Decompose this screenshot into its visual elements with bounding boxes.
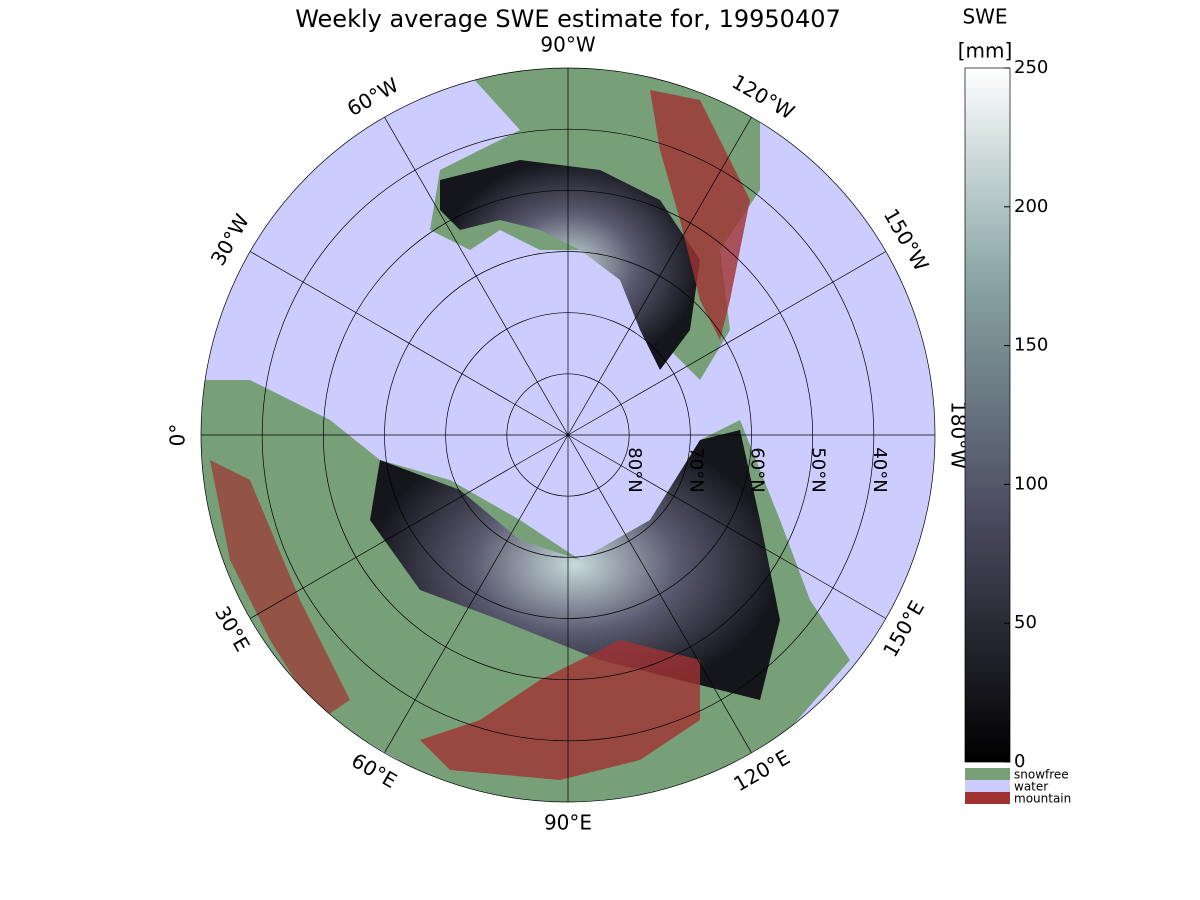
legend-swatch	[965, 792, 1010, 804]
meridian	[567, 434, 887, 619]
parallel-label: 70°N	[685, 447, 706, 492]
colorbar-gradient	[964, 67, 1011, 763]
legend-label: snowfree	[1014, 768, 1069, 782]
meridian-label: 90°W	[540, 33, 595, 57]
parallel-label: 80°N	[624, 447, 645, 492]
map: 80°N 70°N 60°N 50°N 40°N90°W60°W30°W0°30°E60…	[166, 33, 971, 835]
colorbar-title: SWE	[962, 5, 1007, 29]
meridian	[384, 116, 569, 436]
meridian	[249, 434, 569, 619]
meridian	[567, 251, 887, 436]
meridian-label: 0°	[166, 424, 190, 447]
legend-label: water	[1014, 780, 1048, 794]
legend-swatch	[965, 768, 1010, 780]
colorbar-tick-label: 100	[1014, 473, 1048, 494]
parallel-label: 40°N	[869, 447, 890, 492]
legend-label: mountain	[1014, 792, 1071, 806]
colorbar-tick-label: 200	[1014, 196, 1048, 217]
colorbar-tick-label: 150	[1014, 335, 1048, 356]
land	[201, 68, 850, 802]
parallel-label: 60°N	[747, 447, 768, 492]
meridian	[567, 116, 752, 436]
meridian-label: 90°E	[544, 811, 592, 835]
colorbar-unit: [mm]	[958, 39, 1013, 63]
colorbar: SWE [mm] 0 50 100 150 200 250 snowfreewatermou…	[958, 5, 1072, 806]
colorbar-tick-label: 50	[1014, 612, 1037, 633]
parallel-label: 50°N	[808, 447, 829, 492]
map-frame	[200, 67, 936, 803]
colorbar-tick-label: 0	[1014, 751, 1025, 772]
colorbar-tick-label: 250	[1014, 57, 1048, 78]
rockies	[650, 90, 750, 340]
alps	[210, 460, 350, 720]
asian-mountains	[420, 640, 700, 780]
title: Weekly average SWE estimate for, 1995040…	[295, 5, 841, 33]
snow-north-america	[440, 160, 700, 370]
meridian	[249, 251, 569, 436]
meridian	[567, 434, 752, 754]
meridian	[384, 434, 569, 754]
snow-eurasia	[370, 430, 780, 700]
legend-swatch	[965, 780, 1010, 792]
